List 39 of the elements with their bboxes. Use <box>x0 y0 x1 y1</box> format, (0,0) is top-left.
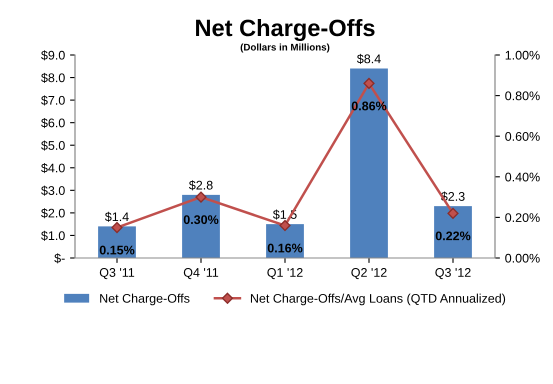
legend-label: Net Charge-Offs <box>100 294 190 306</box>
x-tick-label: Q4 '11 <box>184 268 218 280</box>
y-tick-label: $3.0 <box>41 186 65 196</box>
y-tick-label: $- <box>54 253 65 264</box>
y-tick-label: $6.0 <box>41 118 65 128</box>
y2-tick-label: 0.60% <box>505 132 540 141</box>
chart-title: Net Charge-Offs <box>196 18 375 42</box>
data-label: 0.16% <box>268 244 302 252</box>
point <box>111 222 123 234</box>
bar <box>434 206 472 258</box>
x-tick-label: Q2 '12 <box>351 268 387 280</box>
point <box>363 78 375 90</box>
y2-tick-label: 0.80% <box>505 91 540 100</box>
x-tick-label: Q3 '12 <box>435 268 471 280</box>
point <box>279 220 291 232</box>
chart-subtitle: (Dollars in Millions) <box>240 43 330 53</box>
y2-tick-label: 0.00% <box>505 254 540 263</box>
y2-tick-label: 0.20% <box>505 213 540 222</box>
y-tick-label: $5.0 <box>41 140 65 151</box>
y-tick-label: $1.0 <box>41 230 65 241</box>
y2-tick-label: 0.40% <box>505 172 540 182</box>
point <box>195 191 207 203</box>
y-tick-label: $2.0 <box>41 208 65 218</box>
y-tick-label: $7.0 <box>41 95 65 106</box>
y2-tick-label: 1.00% <box>506 50 540 60</box>
y-tick-label: $9.0 <box>41 50 65 60</box>
data-label: 0.22% <box>436 231 470 240</box>
y-tick-label: $4.0 <box>41 163 65 174</box>
data-label: $2.8 <box>188 180 213 190</box>
x-tick-label: Q3 '11 <box>100 268 134 280</box>
data-label: $8.4 <box>356 54 381 64</box>
x-tick-label: Q1 '12 <box>267 268 303 280</box>
data-label: 0.30% <box>184 215 218 224</box>
bar <box>350 68 388 258</box>
point <box>447 208 459 219</box>
data-label: $1.4 <box>104 212 129 222</box>
data-label: 0.15% <box>100 246 134 255</box>
y-tick-label: $8.0 <box>41 72 65 83</box>
legend-label: Net Charge-Offs/Avg Loans (QTD Annualized) <box>250 294 506 306</box>
